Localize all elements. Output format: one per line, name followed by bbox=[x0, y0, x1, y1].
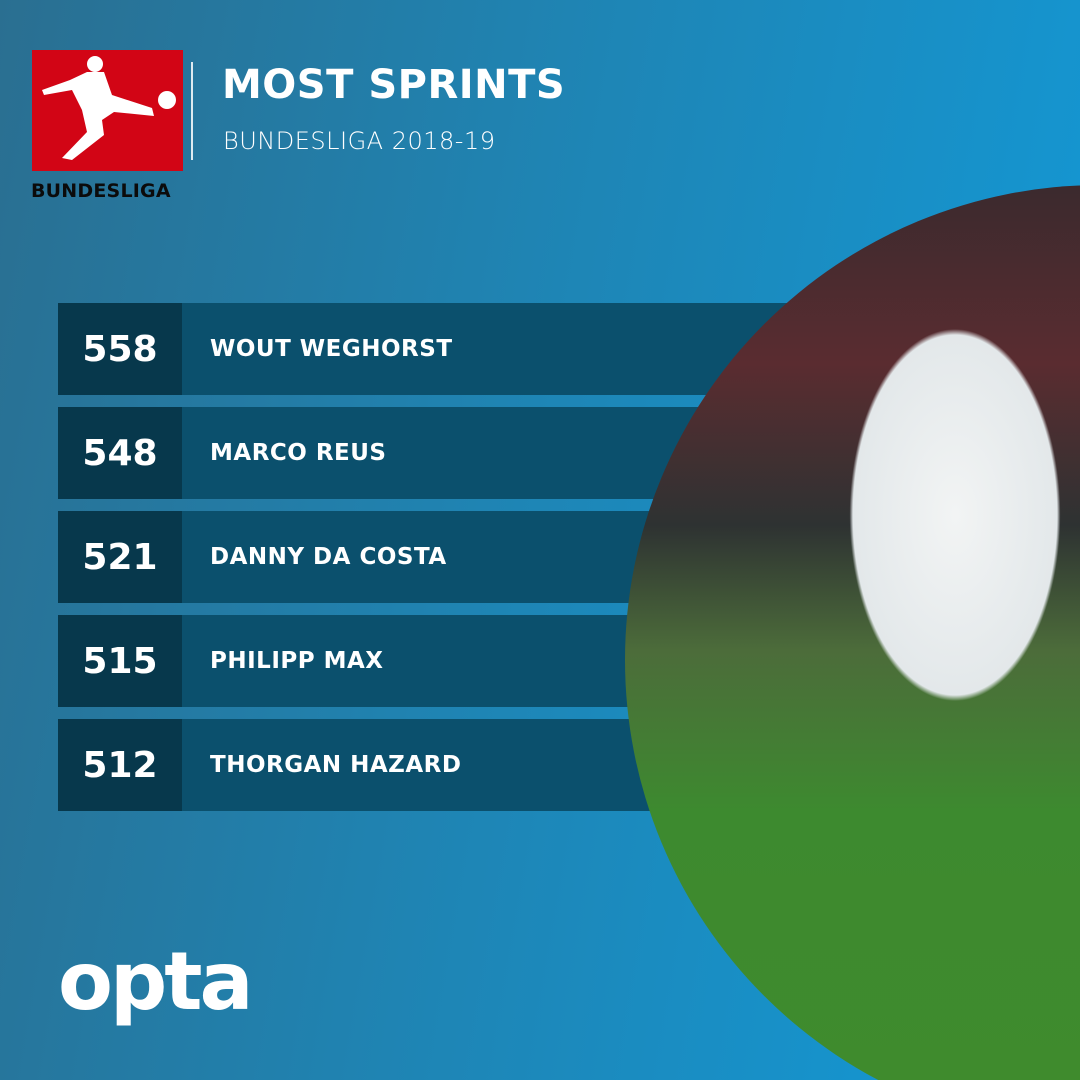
kicking-player-icon bbox=[42, 56, 176, 160]
player-name: PHILIPP MAX bbox=[210, 648, 384, 674]
sprint-count: 548 bbox=[58, 407, 182, 499]
page-subtitle: BUNDESLIGA 2018-19 bbox=[223, 127, 496, 155]
player-name: THORGAN HAZARD bbox=[210, 752, 462, 778]
ranking-row: 558 WOUT WEGHORST bbox=[58, 303, 803, 395]
sprint-count: 521 bbox=[58, 511, 182, 603]
player-name: DANNY DA COSTA bbox=[210, 544, 447, 570]
sprint-count: 515 bbox=[58, 615, 182, 707]
bundesliga-logo-text: BUNDESLIGA bbox=[31, 180, 171, 202]
opta-logo: opta bbox=[58, 935, 253, 1028]
player-name: MARCO REUS bbox=[210, 440, 387, 466]
bundesliga-logo bbox=[32, 50, 183, 171]
sprint-count: 512 bbox=[58, 719, 182, 811]
player-name: WOUT WEGHORST bbox=[210, 336, 453, 362]
header-divider bbox=[191, 62, 193, 160]
page-title: MOST SPRINTS bbox=[222, 62, 566, 108]
sprint-count: 558 bbox=[58, 303, 182, 395]
